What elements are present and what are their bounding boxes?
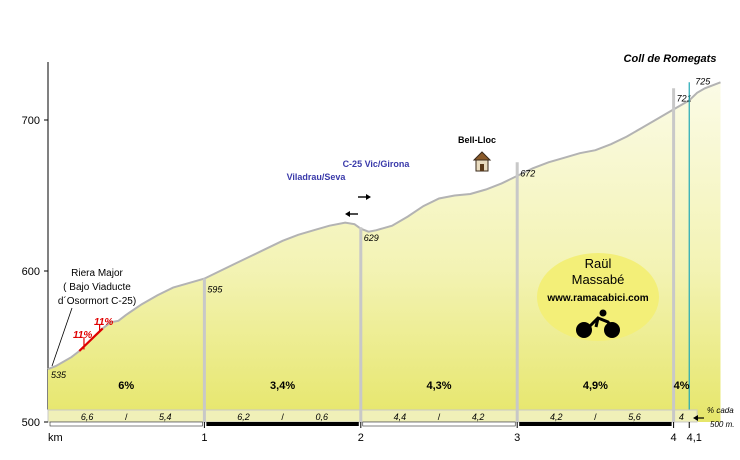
segment-gradient: 4,9% xyxy=(583,380,608,392)
bar-separator: / xyxy=(281,412,284,422)
steep-segment xyxy=(78,327,104,352)
credit-line1: Raül xyxy=(585,256,612,271)
credit-website: www.ramacabici.com xyxy=(546,293,648,304)
segment-gradient: 3,4% xyxy=(270,380,295,392)
segment-gradient: 6% xyxy=(118,380,134,392)
bar-legend-line1: % cada xyxy=(707,406,734,415)
y-tick-label: 600 xyxy=(22,266,40,278)
x-tick-label: 4,1 xyxy=(687,432,702,444)
steep-label-2: 11% xyxy=(94,317,113,328)
y-tick-label: 500 xyxy=(22,417,40,429)
elevation-label: 535 xyxy=(51,370,67,380)
start-place-pointer xyxy=(51,307,73,367)
x-tick-label: 3 xyxy=(514,432,520,444)
x-tick-label: 1 xyxy=(201,432,207,444)
km-strip xyxy=(362,421,516,427)
bar-separator: / xyxy=(594,412,597,422)
km-strip xyxy=(206,422,359,426)
half-km-gradient: 6,6 xyxy=(81,412,94,422)
x-axis-label: km xyxy=(48,432,63,444)
start-place-line3: d´Osormort C-25) xyxy=(58,295,136,307)
half-km-gradient: 0,6 xyxy=(315,412,328,422)
x-tick-label: 4 xyxy=(671,432,677,444)
segment-gradient: 4% xyxy=(674,380,690,392)
half-km-gradient: 5,4 xyxy=(159,412,172,422)
half-km-gradient: 6,2 xyxy=(237,412,250,422)
gradient-bar-bg xyxy=(47,409,698,423)
start-place-line1: Riera Major xyxy=(71,268,123,279)
half-km-gradient: 4 xyxy=(679,412,684,422)
junction-label-left: Viladrau/Seva xyxy=(287,172,347,182)
segment-gradient: 4,3% xyxy=(426,380,451,392)
half-km-gradient: 4,4 xyxy=(394,412,407,422)
km-strip xyxy=(519,422,672,426)
half-km-gradient: 4,2 xyxy=(550,412,563,422)
profile-layer xyxy=(47,81,721,423)
bar-separator: / xyxy=(125,412,128,422)
elevation-label: 595 xyxy=(207,285,223,295)
elevation-label: 672 xyxy=(520,168,535,178)
arrow-right-icon xyxy=(358,194,371,200)
arrow-left-icon xyxy=(345,211,358,217)
cyclist-icon xyxy=(576,309,620,338)
gradient-bar: 6,6 5,4 6,2 0,6 4,4 4,2 4,2 5,6 4 / / / / xyxy=(47,409,698,423)
village-label: Bell-Lloc xyxy=(458,135,496,145)
y-tick-label: 700 xyxy=(22,115,40,127)
start-place-line2: ( Bajo Viaducte xyxy=(63,282,131,293)
half-km-gradient: 5,6 xyxy=(628,412,641,422)
junction-label-right: C-25 Vic/Girona xyxy=(343,159,411,169)
x-tick-label: 2 xyxy=(358,432,364,444)
credit-line2: Massabé xyxy=(572,272,625,287)
profile-area xyxy=(48,82,721,423)
house-icon xyxy=(472,151,492,172)
steep-label-1: 11% xyxy=(73,330,92,341)
profile-line xyxy=(47,81,721,371)
bar-legend-line2: 500 m. xyxy=(710,420,734,429)
elevation-label: 629 xyxy=(364,233,379,243)
credit-badge: Raül Massabé www.ramacabici.com xyxy=(537,253,659,341)
bar-legend-arrow-icon xyxy=(693,415,704,421)
elevation-label: 721 xyxy=(677,93,692,103)
km-strip xyxy=(49,421,203,427)
chart-title: Coll de Romegats xyxy=(624,53,717,65)
elevation-label: 725 xyxy=(695,76,711,86)
half-km-gradient: 4,2 xyxy=(472,412,485,422)
bar-separator: / xyxy=(438,412,441,422)
